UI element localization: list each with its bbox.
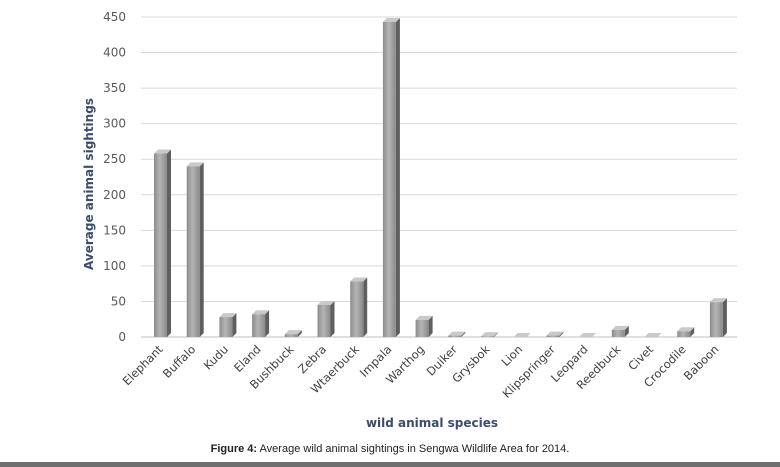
bar: [579, 333, 597, 338]
y-tick-label: 350: [103, 81, 126, 95]
bar-side: [722, 298, 727, 337]
bar-front: [546, 335, 560, 337]
bar-side: [461, 331, 466, 337]
bar-front: [186, 166, 200, 337]
bar-side: [624, 325, 629, 337]
bar-side: [690, 327, 695, 337]
bar: [677, 327, 695, 337]
bar-top: [513, 333, 531, 337]
bar-side: [297, 330, 302, 337]
y-tick-label: 200: [103, 188, 126, 202]
bar-top: [415, 315, 433, 320]
bars: [154, 17, 727, 338]
bar-front: [154, 153, 167, 337]
y-tick-label: 150: [103, 223, 126, 237]
bar-top: [154, 149, 171, 154]
bar-top: [284, 330, 302, 335]
bar: [219, 313, 237, 337]
bar-side: [232, 313, 237, 337]
bar-top: [219, 313, 237, 318]
y-axis-title: Average animal sightings: [82, 98, 96, 270]
x-tick-label: Baboon: [681, 342, 722, 383]
bar-top: [546, 331, 564, 336]
bar: [644, 333, 662, 338]
bar-front: [415, 319, 429, 337]
bar-side: [363, 277, 368, 337]
bar-top: [186, 162, 204, 167]
bar: [611, 325, 629, 337]
bar: [317, 301, 335, 337]
x-tick-label: Lion: [498, 342, 525, 369]
caption-text: Average wild animal sightings in Sengwa …: [257, 443, 570, 455]
x-tick-label: Kudu: [201, 342, 231, 372]
x-axis-title: wild animal species: [366, 416, 498, 430]
bar-top: [611, 325, 629, 330]
gridlines: [141, 16, 737, 338]
bar-front: [709, 302, 723, 337]
bar-top: [644, 333, 662, 337]
bar: [382, 17, 400, 337]
bar-top: [252, 310, 270, 315]
bar-side: [494, 332, 498, 337]
bar-side: [559, 331, 564, 337]
bar-front: [382, 21, 396, 337]
bar: [448, 331, 466, 337]
bar: [154, 149, 171, 337]
bar: [252, 310, 270, 337]
bar-front: [677, 331, 691, 337]
figure-caption: Figure 4: Average wild animal sightings …: [0, 443, 780, 455]
bar-top: [481, 332, 498, 337]
x-tick-label: Elephant: [120, 342, 166, 388]
bar: [709, 298, 727, 337]
bar-top: [579, 333, 597, 337]
bar-front: [350, 281, 364, 337]
bar-top: [709, 298, 727, 303]
bar-side: [199, 162, 204, 337]
y-tick-label: 50: [111, 294, 126, 308]
bar-top: [382, 17, 400, 22]
bar: [350, 277, 368, 337]
bar-side: [330, 301, 335, 337]
bar-front: [284, 334, 298, 337]
bar-front: [448, 335, 462, 337]
bar: [546, 331, 564, 337]
y-axis-ticks: 0 50 100 150 200 250 300 350 400 450: [103, 10, 126, 344]
bar-top: [677, 327, 695, 332]
bar: [284, 330, 302, 337]
bar-front: [252, 314, 266, 337]
caption-label: Figure 4:: [210, 443, 258, 455]
bar-side: [167, 149, 171, 337]
bar-top: [448, 331, 466, 336]
x-tick-label: Buffalo: [160, 342, 198, 380]
y-tick-label: 300: [103, 117, 126, 131]
bar: [186, 162, 204, 337]
bar-side: [265, 310, 270, 337]
bar: [415, 315, 433, 337]
bar-side: [428, 315, 433, 337]
bar-front: [481, 336, 494, 337]
bar: [481, 332, 498, 337]
bar: [513, 333, 531, 338]
y-tick-label: 400: [103, 46, 126, 60]
bar-side: [395, 17, 400, 337]
y-tick-label: 0: [118, 330, 126, 344]
bar-front: [219, 317, 233, 337]
bar-top: [317, 301, 335, 305]
bar-front: [317, 305, 331, 337]
bar-front: [611, 329, 625, 337]
y-tick-label: 100: [103, 259, 126, 273]
y-tick-label: 250: [103, 152, 126, 166]
bar-top: [350, 277, 368, 282]
y-tick-label: 450: [103, 10, 126, 24]
bottom-rule: [0, 462, 780, 467]
